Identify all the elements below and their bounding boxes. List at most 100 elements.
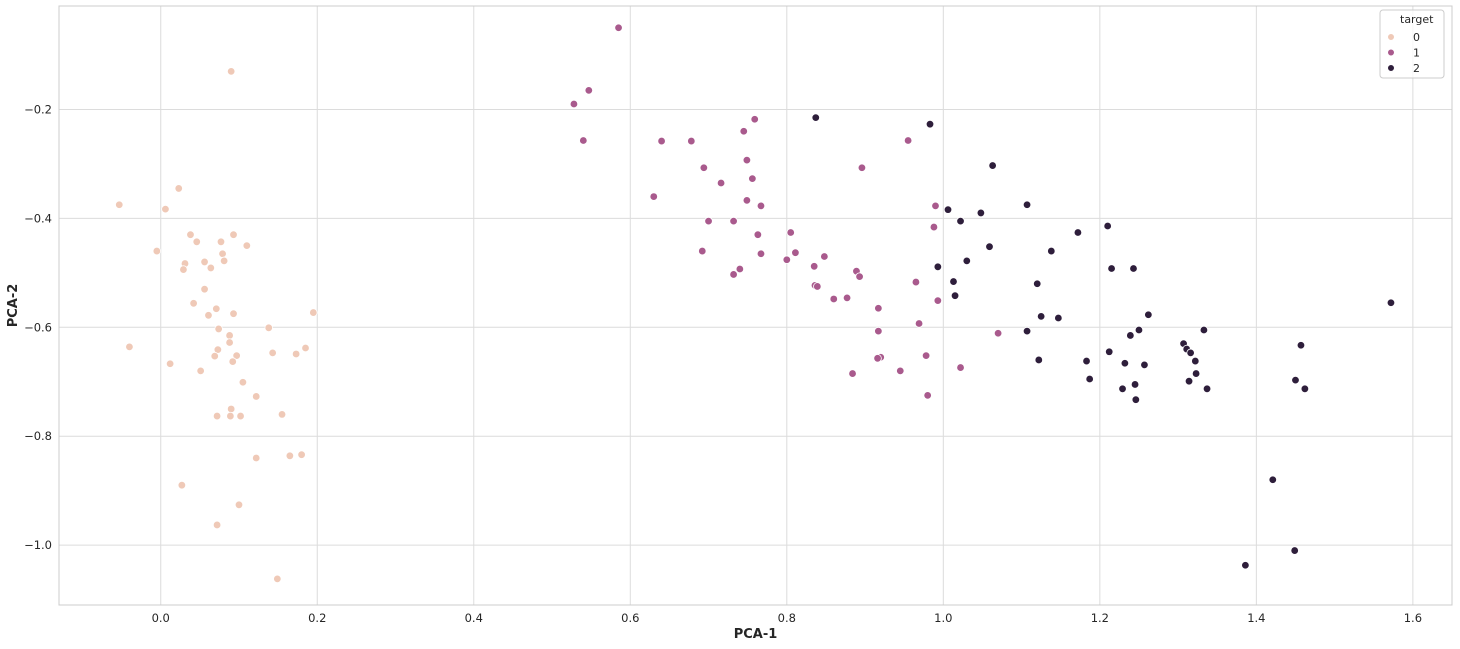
data-point-target-2 xyxy=(1296,341,1306,350)
data-point-target-0 xyxy=(174,184,183,193)
data-point-target-2 xyxy=(1130,380,1140,389)
data-point-target-0 xyxy=(291,349,301,359)
legend-box xyxy=(1379,9,1445,79)
legend-label-0: 0 xyxy=(1413,31,1420,44)
data-point-target-0 xyxy=(225,338,234,347)
data-point-target-1 xyxy=(716,178,726,188)
x-tick-label: 0.6 xyxy=(621,611,639,625)
data-point-target-0 xyxy=(210,351,219,361)
data-point-target-1 xyxy=(729,216,738,226)
legend-marker-0 xyxy=(1387,33,1395,41)
data-point-target-1 xyxy=(873,354,882,363)
data-point-target-0 xyxy=(186,230,195,239)
data-point-target-1 xyxy=(569,99,579,109)
data-point-target-0 xyxy=(177,481,187,490)
data-point-target-0 xyxy=(219,256,229,266)
data-point-target-1 xyxy=(742,196,752,205)
legend: target 0 1 2 xyxy=(1379,9,1445,79)
data-point-target-1 xyxy=(579,136,588,145)
data-point-target-2 xyxy=(1033,279,1042,288)
data-point-target-2 xyxy=(1126,331,1135,340)
data-point-target-2 xyxy=(1268,475,1277,484)
data-point-target-0 xyxy=(204,311,213,320)
y-tick-label: −0.4 xyxy=(24,211,52,225)
data-point-target-0 xyxy=(212,520,222,530)
data-point-target-1 xyxy=(698,246,707,256)
data-point-target-0 xyxy=(234,500,244,510)
data-point-target-2 xyxy=(1036,312,1046,321)
data-point-target-2 xyxy=(1107,264,1116,273)
data-point-target-2 xyxy=(1134,325,1144,335)
data-point-target-1 xyxy=(753,230,763,239)
data-point-target-0 xyxy=(301,343,310,353)
data-point-target-0 xyxy=(236,411,245,421)
x-tick-label: 0.4 xyxy=(465,611,483,625)
x-tick-label: 1.4 xyxy=(1247,611,1265,625)
data-point-target-0 xyxy=(161,204,170,214)
data-point-target-0 xyxy=(200,257,209,267)
y-tick-label: −0.8 xyxy=(24,429,52,443)
data-point-target-1 xyxy=(842,293,852,303)
scatter-points xyxy=(115,23,1396,584)
data-point-target-1 xyxy=(750,115,759,124)
y-tick-label: −1.0 xyxy=(24,538,52,552)
data-point-target-0 xyxy=(225,331,234,340)
data-point-target-1 xyxy=(649,192,658,201)
data-point-target-0 xyxy=(232,351,241,360)
data-point-target-2 xyxy=(1191,356,1200,366)
data-point-target-1 xyxy=(993,329,1003,338)
x-tick-label: 1.2 xyxy=(1091,611,1109,625)
data-point-target-1 xyxy=(687,136,696,146)
y-tick-label: −0.2 xyxy=(24,102,52,116)
data-point-target-1 xyxy=(742,155,752,165)
data-point-target-0 xyxy=(242,241,252,250)
data-point-target-2 xyxy=(949,277,958,286)
data-point-target-2 xyxy=(1131,395,1141,404)
data-point-target-2 xyxy=(1191,369,1201,378)
data-point-target-2 xyxy=(1290,546,1299,555)
data-point-target-2 xyxy=(1103,221,1112,231)
data-point-target-2 xyxy=(950,291,960,300)
data-point-target-1 xyxy=(956,363,965,372)
data-point-target-1 xyxy=(729,270,738,279)
legend-marker-2 xyxy=(1387,64,1395,72)
data-point-target-1 xyxy=(584,86,594,95)
data-point-target-1 xyxy=(855,272,864,281)
data-point-target-0 xyxy=(192,237,201,246)
data-point-target-0 xyxy=(196,366,205,376)
legend-title: target xyxy=(1400,13,1434,26)
data-point-target-2 xyxy=(962,256,971,266)
data-point-target-2 xyxy=(1120,359,1130,368)
data-point-target-2 xyxy=(1140,360,1149,370)
x-tick-label: 0.8 xyxy=(778,611,796,625)
data-point-target-2 xyxy=(1199,325,1209,335)
data-point-target-2 xyxy=(1144,310,1153,319)
data-point-target-0 xyxy=(226,411,235,421)
data-point-target-2 xyxy=(1184,376,1194,386)
data-point-target-2 xyxy=(811,113,820,122)
data-point-target-0 xyxy=(238,378,248,387)
data-point-target-2 xyxy=(1082,356,1091,366)
data-point-target-2 xyxy=(1105,347,1114,356)
data-point-target-2 xyxy=(1118,384,1127,394)
data-point-target-1 xyxy=(820,252,829,261)
data-point-target-1 xyxy=(933,296,943,305)
legend-marker-1 xyxy=(1387,48,1395,57)
data-point-target-2 xyxy=(1054,313,1063,323)
data-point-target-1 xyxy=(756,201,766,211)
legend-entries: 0 1 2 xyxy=(1387,31,1420,75)
data-point-target-2 xyxy=(925,119,935,129)
data-point-target-0 xyxy=(229,230,238,239)
data-point-target-0 xyxy=(252,453,261,463)
data-point-target-1 xyxy=(903,136,913,145)
data-point-target-2 xyxy=(956,216,965,226)
y-axis-label: PCA-2 xyxy=(6,284,21,328)
data-point-target-0 xyxy=(229,309,238,318)
data-point-target-0 xyxy=(264,323,273,333)
data-point-target-1 xyxy=(748,174,757,183)
data-point-target-1 xyxy=(786,228,795,237)
data-point-target-0 xyxy=(214,324,223,334)
data-point-target-2 xyxy=(985,242,994,251)
data-point-target-1 xyxy=(782,255,792,264)
data-point-target-2 xyxy=(1386,298,1396,307)
